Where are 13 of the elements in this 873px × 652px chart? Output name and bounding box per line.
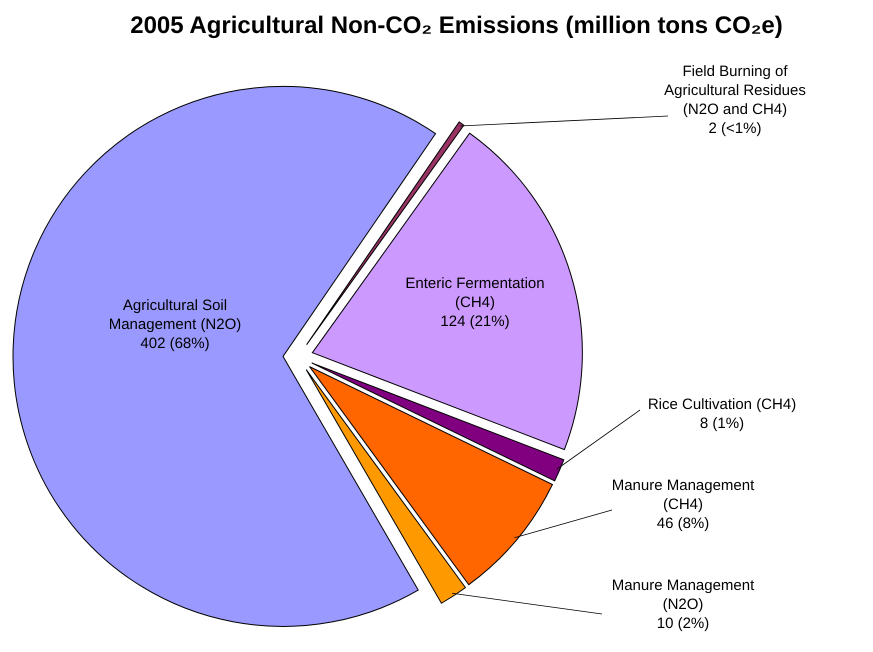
slice-label: Manure Management (N2O): [612, 577, 756, 613]
data-label: 10 (2%): [656, 615, 710, 632]
data-label: 402 (68%): [140, 335, 210, 352]
data-label: 124 (21%): [440, 313, 510, 330]
slice-label: Agricultural Soil Management (N2O): [108, 297, 242, 333]
data-label: 2 (<1%): [708, 120, 762, 137]
slice-label: Field Burning of Agricultural Residues (N2O and CH4): [664, 63, 806, 118]
slice-label: Manure Management (CH4): [612, 477, 756, 513]
chart-title: 2005 Agricultural Non-CO₂ Emissions (million tons CO₂e): [130, 12, 783, 39]
slice-label: Rice Cultivation (CH4): [648, 396, 796, 413]
data-label: 8 (1%): [700, 415, 744, 432]
slice-label: Enteric Fermentation (CH4): [405, 275, 545, 311]
data-label: 46 (8%): [656, 515, 710, 532]
